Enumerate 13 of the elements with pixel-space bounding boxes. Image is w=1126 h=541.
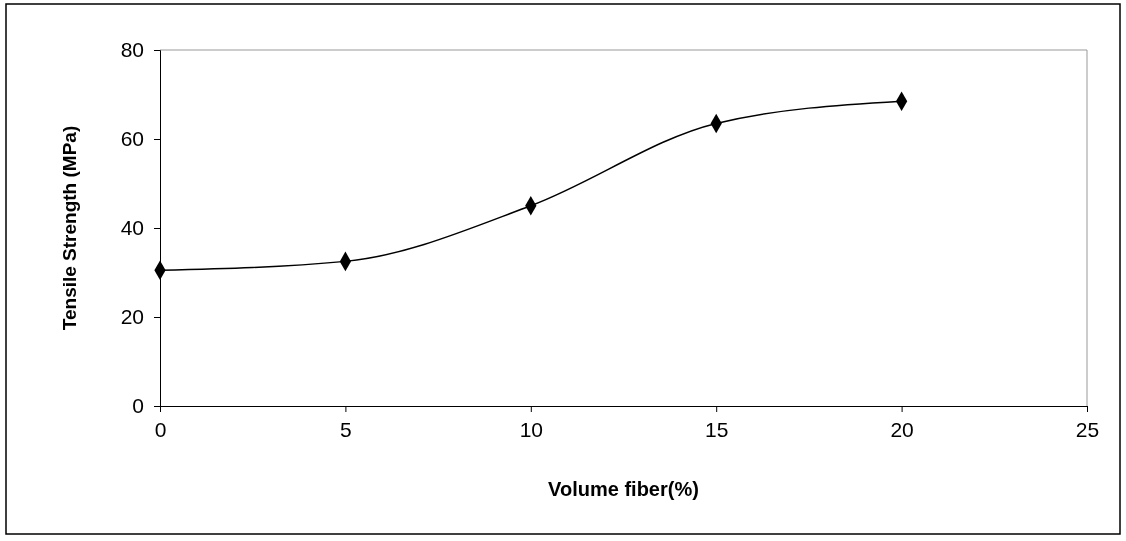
- x-tick-label: 10: [519, 417, 543, 441]
- y-axis-title: Tensile Strength (MPa): [59, 125, 80, 331]
- x-tick-label: 25: [1075, 417, 1100, 441]
- y-tick-label: 40: [120, 216, 144, 240]
- y-tick-label: 80: [120, 38, 144, 62]
- y-tick-label: 0: [132, 394, 144, 418]
- y-tick-label: 20: [120, 305, 144, 329]
- x-tick-label: 20: [890, 417, 914, 441]
- x-axis-title: Volume fiber(%): [548, 478, 699, 500]
- x-tick-label: 0: [154, 417, 167, 441]
- x-tick-label: 15: [705, 417, 729, 441]
- x-tick-label: 5: [340, 417, 352, 441]
- y-tick-label: 60: [120, 127, 144, 151]
